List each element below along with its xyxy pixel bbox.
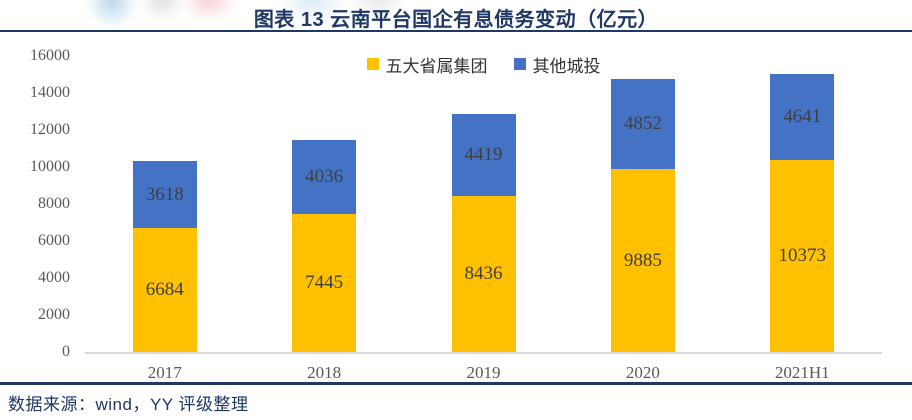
bar-segment-provincial-groups: 9885	[610, 169, 675, 352]
header-divider-line	[0, 30, 912, 32]
y-tick-label: 2000	[38, 306, 70, 323]
bar-segment-provincial-groups: 10373	[770, 160, 835, 352]
bar-value-label: 10373	[778, 245, 827, 267]
bar-value-label: 7445	[305, 272, 344, 294]
x-axis-label: 2021H1	[774, 363, 830, 382]
bar-value-label: 9885	[623, 249, 662, 271]
bar-segment-other-chengtou: 4036	[292, 139, 357, 215]
bar-value-label: 4641	[783, 106, 822, 128]
legend-color-swatch	[513, 58, 526, 70]
bar-segment-other-chengtou: 4852	[610, 79, 675, 170]
y-tick-label: 16000	[30, 47, 70, 64]
legend-label: 其他城投	[532, 56, 601, 76]
bar-segment-other-chengtou: 4641	[770, 74, 835, 161]
bar-segment-provincial-groups: 8436	[451, 195, 516, 352]
legend-color-swatch	[366, 58, 379, 70]
bar-value-label: 8436	[464, 262, 503, 284]
legend-label: 五大省属集团	[385, 56, 488, 76]
data-source-text: 数据来源：wind，YY 评级整理	[8, 395, 249, 414]
bar-segment-other-chengtou: 4419	[451, 114, 516, 196]
footer-divider-line	[0, 382, 912, 385]
stacked-bar-chart: 0 2000 4000 6000 8000 10000 12000 14000 16000 五大…	[0, 33, 912, 382]
bar-value-label: 4852	[623, 113, 662, 135]
bar-segment-other-chengtou: 3618	[132, 161, 197, 229]
chart-legend: 五大省属集团 其他城投	[85, 52, 882, 77]
x-axis-line	[85, 352, 882, 354]
bar-segment-provincial-groups: 7445	[292, 214, 357, 352]
bar-value-label: 4419	[464, 144, 503, 166]
x-axis-label: 2017	[147, 363, 182, 382]
legend-item: 其他城投	[513, 52, 601, 77]
y-tick-label: 10000	[30, 158, 70, 175]
y-tick-label: 12000	[30, 121, 70, 138]
bar-value-label: 3618	[145, 183, 184, 205]
x-axis-label: 2020	[625, 363, 660, 382]
y-tick-label: 6000	[38, 232, 70, 249]
figure-title: 图表 13 云南平台国企有息债务变动（亿元）	[253, 9, 659, 31]
y-tick-label: 4000	[38, 269, 70, 286]
bar-segment-provincial-groups: 6684	[132, 228, 197, 352]
legend-item: 五大省属集团	[366, 52, 488, 77]
bar-value-label: 6684	[145, 279, 184, 301]
x-axis-label: 2019	[466, 363, 501, 382]
y-tick-label: 0	[62, 343, 70, 360]
x-axis-label: 2018	[307, 363, 342, 382]
y-tick-label: 8000	[38, 195, 70, 212]
bar-value-label: 4036	[305, 165, 344, 187]
y-tick-label: 14000	[30, 84, 70, 101]
